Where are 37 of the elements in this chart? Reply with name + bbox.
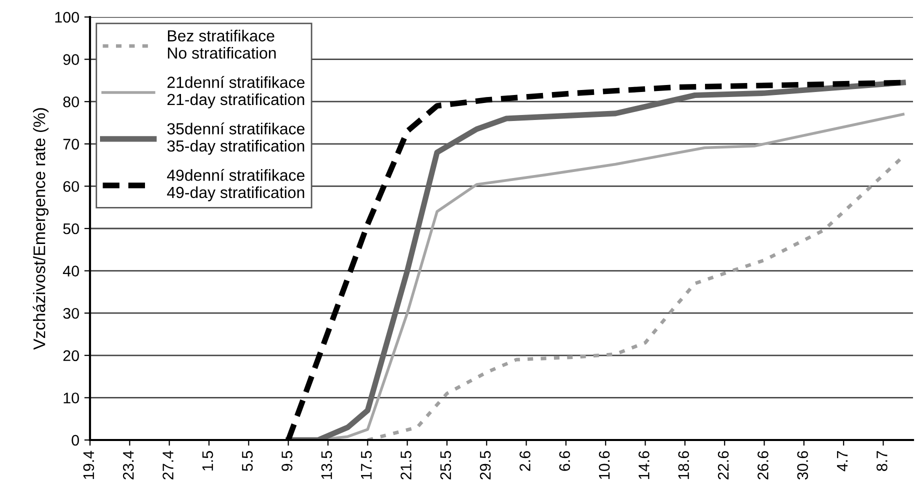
x-tick-label: 23.4 bbox=[122, 450, 134, 480]
x-tick-label: 25.5 bbox=[440, 451, 452, 480]
legend-label: 21denní stratifikace 21-day stratification bbox=[167, 76, 304, 108]
y-tick-label: 80 bbox=[63, 96, 79, 108]
x-tick-label: 27.4 bbox=[162, 450, 174, 480]
y-tick-label: 30 bbox=[63, 308, 79, 319]
x-tick-label: 26.6 bbox=[758, 451, 768, 480]
x-tick-label: 1.5 bbox=[202, 451, 214, 470]
legend-label: 35denní stratifikace 35-day stratification bbox=[167, 122, 304, 155]
x-tick-label: 10.6 bbox=[598, 451, 610, 479]
legend-label: Bez stratifikace No stratification bbox=[168, 30, 276, 59]
x-tick-label: 2.6 bbox=[520, 451, 530, 471]
y-tick-label: 40 bbox=[62, 266, 79, 276]
y-tick-label: 20 bbox=[63, 350, 79, 362]
x-tick-label: 30.6 bbox=[797, 451, 808, 480]
x-tick-label: 8.7 bbox=[876, 451, 888, 471]
y-tick-label: 50 bbox=[63, 223, 79, 234]
x-tick-label: 4.7 bbox=[837, 451, 848, 472]
y-tick-label: 90 bbox=[63, 54, 79, 65]
y-axis-title: Vzcházivost/Emergence rate (%) bbox=[32, 108, 49, 350]
legend-label: 49denní stratifikace 49-day stratification bbox=[167, 168, 304, 202]
x-tick-label: 6.6 bbox=[559, 451, 570, 471]
y-tick-label: 10 bbox=[64, 392, 79, 404]
x-tick-label: 9.5 bbox=[282, 451, 292, 471]
x-tick-label: 17.5 bbox=[361, 451, 372, 479]
x-tick-label: 22.6 bbox=[718, 451, 729, 480]
x-tick-label: 18.6 bbox=[678, 451, 690, 479]
x-tick-label: 21.5 bbox=[400, 451, 412, 480]
x-tick-label: 29.5 bbox=[480, 451, 491, 480]
y-tick-label: 60 bbox=[63, 181, 79, 192]
x-tick-label: 19.4 bbox=[83, 450, 94, 479]
x-tick-label: 5.5 bbox=[242, 451, 253, 472]
y-tick-label: 70 bbox=[63, 138, 79, 150]
y-tick-label: 100 bbox=[55, 12, 79, 23]
x-tick-label: 13.5 bbox=[321, 451, 332, 479]
y-tick-label: 0 bbox=[72, 434, 79, 446]
x-tick-label: 14.6 bbox=[638, 451, 650, 479]
